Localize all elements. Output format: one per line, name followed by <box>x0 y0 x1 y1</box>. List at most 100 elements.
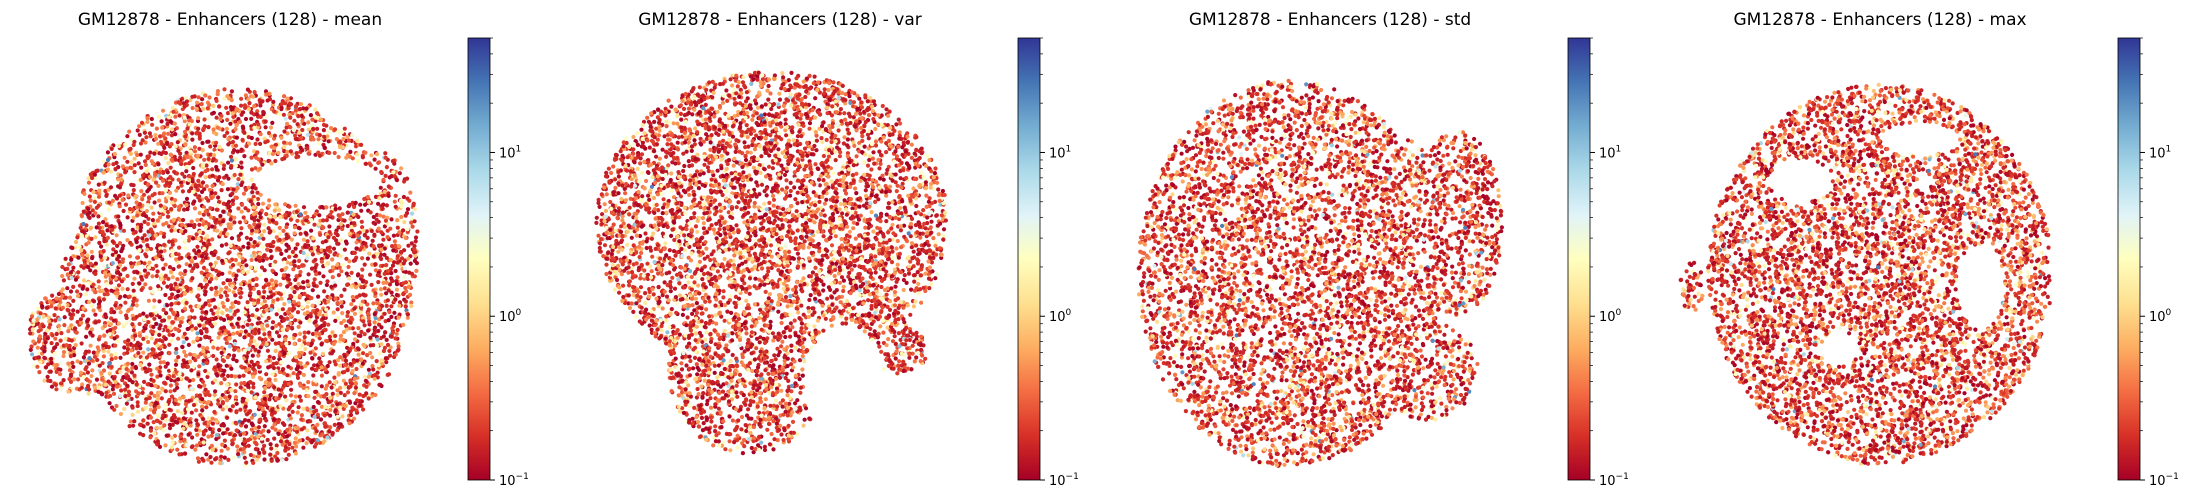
data-point <box>158 246 163 251</box>
data-point <box>366 396 371 401</box>
data-point <box>389 304 394 309</box>
data-point <box>132 276 137 281</box>
data-point <box>339 304 344 309</box>
data-point <box>163 389 168 394</box>
data-point <box>342 393 347 398</box>
data-point <box>383 356 388 361</box>
data-point <box>288 125 293 130</box>
data-point <box>253 347 258 352</box>
data-point <box>131 215 136 220</box>
data-point <box>177 371 182 377</box>
data-point <box>365 353 370 358</box>
data-point <box>357 386 362 391</box>
data-point <box>117 185 122 190</box>
data-point <box>201 440 206 445</box>
data-point <box>381 280 386 285</box>
data-point <box>231 331 236 336</box>
data-point <box>177 323 182 328</box>
data-point <box>35 364 40 369</box>
data-point <box>269 458 274 463</box>
data-point <box>92 385 97 390</box>
data-point <box>327 380 332 385</box>
data-point <box>142 379 147 384</box>
data-point <box>54 296 59 301</box>
data-point <box>163 156 168 161</box>
data-point <box>142 268 147 273</box>
data-point <box>104 242 109 247</box>
data-point <box>197 146 202 151</box>
data-point <box>153 133 158 138</box>
data-point <box>234 123 239 128</box>
data-point <box>350 326 355 331</box>
data-point <box>315 245 320 250</box>
data-point <box>220 300 225 306</box>
data-point <box>217 104 222 109</box>
data-point <box>407 270 412 275</box>
data-point <box>293 318 298 323</box>
data-point <box>76 255 81 260</box>
data-point <box>189 259 195 264</box>
data-point <box>177 256 182 261</box>
data-point <box>137 124 142 129</box>
data-point <box>130 343 136 348</box>
data-point <box>193 358 198 363</box>
data-point <box>282 140 287 145</box>
data-point <box>285 121 290 126</box>
data-point <box>241 446 246 451</box>
data-point <box>204 405 209 410</box>
data-point <box>63 295 68 300</box>
data-point <box>79 213 84 218</box>
data-point <box>383 330 388 335</box>
data-point <box>221 166 226 171</box>
data-point <box>177 245 182 250</box>
data-point <box>85 258 90 264</box>
data-point <box>365 194 370 200</box>
data-point <box>61 353 66 359</box>
data-point <box>58 386 63 391</box>
data-point <box>93 261 98 266</box>
data-point <box>49 360 54 366</box>
data-point <box>348 362 353 367</box>
data-point <box>280 442 285 447</box>
data-point <box>29 344 34 349</box>
data-point <box>69 275 74 280</box>
data-point <box>221 304 226 309</box>
data-point <box>383 151 388 156</box>
data-point <box>43 356 48 361</box>
data-point <box>335 130 340 135</box>
data-point <box>293 284 298 289</box>
data-point <box>178 155 183 160</box>
data-point <box>346 319 351 324</box>
data-point <box>132 269 137 275</box>
data-point <box>248 237 253 242</box>
data-point <box>200 310 205 315</box>
data-point <box>288 416 293 421</box>
data-point <box>150 274 155 279</box>
data-point <box>262 299 267 304</box>
data-point <box>36 355 41 360</box>
data-point <box>89 304 94 309</box>
data-point <box>309 246 314 251</box>
data-point <box>81 229 86 234</box>
data-point <box>141 311 146 316</box>
data-point <box>342 247 347 252</box>
data-point <box>167 265 173 270</box>
data-point <box>250 228 255 233</box>
data-point <box>265 243 270 248</box>
data-point <box>255 150 260 155</box>
data-point <box>125 134 130 139</box>
data-point <box>123 142 128 147</box>
data-point <box>386 184 391 189</box>
data-point <box>45 305 50 310</box>
data-point <box>187 398 192 403</box>
data-point <box>216 401 221 406</box>
data-point <box>299 350 304 355</box>
data-point <box>230 284 235 289</box>
data-point <box>277 352 283 357</box>
data-point <box>313 257 318 262</box>
data-point <box>412 274 417 279</box>
data-point <box>163 364 168 369</box>
data-point <box>205 106 210 111</box>
data-point <box>372 157 377 162</box>
data-point <box>253 440 258 446</box>
